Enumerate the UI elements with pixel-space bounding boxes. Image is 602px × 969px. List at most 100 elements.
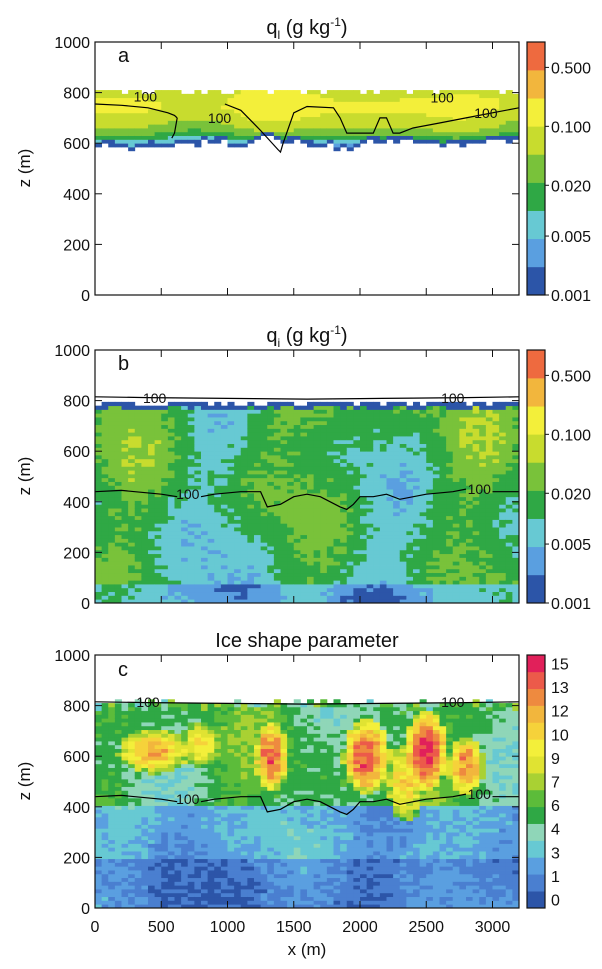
heatmap-cell bbox=[446, 516, 453, 520]
heatmap-cell bbox=[466, 425, 473, 429]
heatmap-cell bbox=[221, 592, 228, 596]
heatmap-cell bbox=[95, 787, 102, 791]
heatmap-cell bbox=[241, 463, 248, 467]
heatmap-cell bbox=[493, 120, 500, 124]
heatmap-cell bbox=[287, 482, 294, 486]
heatmap-cell bbox=[175, 463, 182, 467]
heatmap-cell bbox=[108, 531, 115, 535]
heatmap-cell bbox=[108, 730, 115, 734]
heatmap-cell bbox=[115, 493, 122, 497]
heatmap-cell bbox=[188, 447, 195, 451]
heatmap-cell bbox=[353, 580, 360, 584]
heatmap-cell bbox=[181, 444, 188, 448]
heatmap-cell bbox=[486, 466, 493, 470]
heatmap-cell bbox=[446, 592, 453, 596]
heatmap-cell bbox=[307, 501, 314, 505]
heatmap-cell bbox=[241, 508, 248, 512]
heatmap-cell bbox=[267, 402, 274, 406]
heatmap-cell bbox=[327, 425, 334, 429]
heatmap-cell bbox=[373, 527, 380, 531]
heatmap-cell bbox=[340, 417, 347, 421]
heatmap-cell bbox=[247, 542, 254, 546]
heatmap-cell bbox=[413, 474, 420, 478]
heatmap-cell bbox=[234, 478, 241, 482]
heatmap-cell bbox=[221, 497, 228, 501]
heatmap-cell bbox=[115, 409, 122, 413]
heatmap-cell bbox=[122, 847, 129, 851]
heatmap-cell bbox=[287, 573, 294, 577]
heatmap-cell bbox=[473, 120, 480, 124]
heatmap-cell bbox=[334, 557, 341, 561]
heatmap-cell bbox=[155, 790, 162, 794]
heatmap-cell bbox=[367, 421, 374, 425]
heatmap-cell bbox=[141, 520, 148, 524]
heatmap-cell bbox=[287, 565, 294, 569]
heatmap-cell bbox=[512, 117, 519, 121]
heatmap-cell bbox=[512, 538, 519, 542]
heatmap-cell bbox=[373, 520, 380, 524]
heatmap-cell bbox=[155, 432, 162, 436]
heatmap-cell bbox=[247, 406, 254, 410]
heatmap-cell bbox=[141, 718, 148, 722]
heatmap-cell bbox=[148, 828, 155, 832]
heatmap-cell bbox=[115, 802, 122, 806]
heatmap-cell bbox=[194, 109, 201, 113]
heatmap-cell bbox=[360, 109, 367, 113]
heatmap-cell bbox=[108, 444, 115, 448]
heatmap-cell bbox=[307, 459, 314, 463]
heatmap-cell bbox=[367, 527, 374, 531]
heatmap-cell bbox=[367, 497, 374, 501]
heatmap-cell bbox=[155, 428, 162, 432]
heatmap-cell bbox=[194, 94, 201, 98]
heatmap-cell bbox=[141, 595, 148, 599]
heatmap-cell bbox=[221, 531, 228, 535]
heatmap-cell bbox=[122, 726, 129, 730]
heatmap-cell bbox=[387, 595, 394, 599]
heatmap-cell bbox=[108, 817, 115, 821]
heatmap-cell bbox=[155, 783, 162, 787]
heatmap-cell bbox=[506, 94, 513, 98]
heatmap-cell bbox=[440, 573, 447, 577]
heatmap-cell bbox=[426, 508, 433, 512]
heatmap-cell bbox=[512, 504, 519, 508]
heatmap-cell bbox=[155, 489, 162, 493]
heatmap-cell bbox=[353, 421, 360, 425]
heatmap-cell bbox=[161, 554, 168, 558]
heatmap-cell bbox=[433, 478, 440, 482]
heatmap-cell bbox=[155, 124, 162, 128]
heatmap-cell bbox=[254, 501, 261, 505]
heatmap-cell bbox=[466, 576, 473, 580]
heatmap-cell bbox=[102, 851, 109, 855]
heatmap-cell bbox=[512, 569, 519, 573]
heatmap-cell bbox=[95, 538, 102, 542]
heatmap-cell bbox=[320, 447, 327, 451]
heatmap-cell bbox=[194, 124, 201, 128]
heatmap-cell bbox=[102, 809, 109, 813]
heatmap-cell bbox=[188, 474, 195, 478]
heatmap-cell bbox=[406, 546, 413, 550]
heatmap-cell bbox=[479, 409, 486, 413]
heatmap-cell bbox=[393, 459, 400, 463]
heatmap-cell bbox=[148, 478, 155, 482]
heatmap-cell bbox=[95, 557, 102, 561]
heatmap-cell bbox=[247, 592, 254, 596]
heatmap-cell bbox=[400, 455, 407, 459]
heatmap-cell bbox=[274, 482, 281, 486]
heatmap-cell bbox=[433, 485, 440, 489]
heatmap-cell bbox=[512, 497, 519, 501]
heatmap-cell bbox=[115, 756, 122, 760]
heatmap-cell bbox=[499, 554, 506, 558]
heatmap-cell bbox=[108, 798, 115, 802]
heatmap-cell bbox=[221, 573, 228, 577]
heatmap-cell bbox=[479, 501, 486, 505]
heatmap-cell bbox=[446, 546, 453, 550]
heatmap-cell bbox=[466, 94, 473, 98]
heatmap-cell bbox=[221, 105, 228, 109]
heatmap-cell bbox=[353, 565, 360, 569]
heatmap-cell bbox=[267, 512, 274, 516]
heatmap-cell bbox=[175, 588, 182, 592]
heatmap-cell bbox=[287, 136, 294, 140]
heatmap-cell bbox=[420, 565, 427, 569]
heatmap-cell bbox=[188, 425, 195, 429]
heatmap-cell bbox=[261, 413, 268, 417]
